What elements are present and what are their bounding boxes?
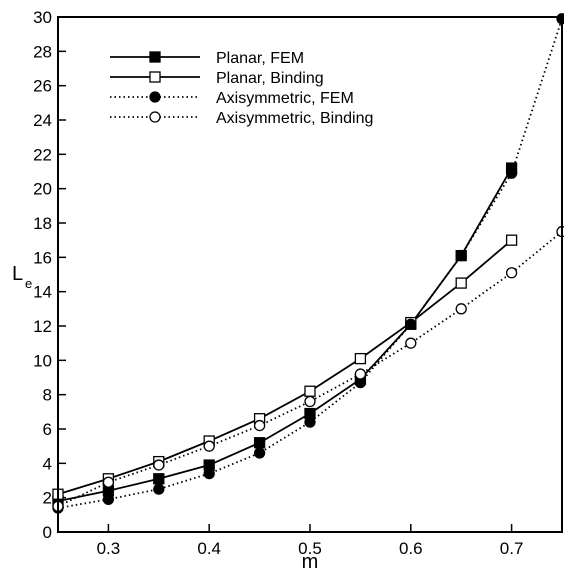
data-point <box>253 419 266 432</box>
legend-entry: Planar, FEM <box>110 50 304 67</box>
series-line <box>57 167 513 502</box>
data-point <box>505 167 518 179</box>
y-tick-label: 8 <box>43 386 52 405</box>
y-tick-label: 26 <box>33 77 52 96</box>
legend-marker <box>149 91 161 103</box>
y-tick-label: 30 <box>33 8 52 27</box>
x-tick-label: 0.6 <box>399 539 423 558</box>
legend-label: Axisymmetric, FEM <box>216 90 354 107</box>
series-line <box>57 239 513 496</box>
x-axis-title: m <box>302 551 319 573</box>
data-point <box>203 467 215 480</box>
y-tick-label: 20 <box>33 180 52 199</box>
data-point <box>153 473 165 485</box>
legend-marker <box>149 51 161 63</box>
plot-frame <box>57 16 563 533</box>
data-point <box>153 459 165 471</box>
legend: Planar, FEM Planar, Binding Axisymmetric, … <box>110 50 373 127</box>
legend-entry: Planar, Binding <box>110 70 324 87</box>
y-axis-title-subscript: e <box>25 276 32 291</box>
legend-entry: Axisymmetric, Binding <box>110 110 373 127</box>
y-tick-label: 6 <box>43 420 52 439</box>
data-point <box>455 303 467 315</box>
series-3 <box>52 13 564 514</box>
legend-marker <box>149 111 161 123</box>
y-axis-title-main: L <box>12 263 23 285</box>
data-point <box>405 337 417 349</box>
data-point <box>505 267 518 279</box>
data-point <box>102 493 115 506</box>
y-tick-label: 16 <box>33 248 52 267</box>
data-point <box>354 352 367 365</box>
data-point <box>102 476 115 488</box>
y-tick-label: 18 <box>33 214 52 233</box>
y-tick-label: 14 <box>33 283 52 302</box>
legend-entry: Axisymmetric, FEM <box>110 90 354 107</box>
data-point <box>203 440 215 452</box>
data-point <box>304 395 316 408</box>
legend-label: Axisymmetric, Binding <box>216 110 373 127</box>
series-line <box>57 18 563 509</box>
data-point <box>304 385 316 397</box>
data-point <box>304 416 316 428</box>
y-tick-label: 24 <box>33 111 52 130</box>
legend-label: Planar, Binding <box>216 70 324 87</box>
x-tick-label: 0.5 <box>298 539 322 558</box>
legend-label: Planar, FEM <box>216 50 304 67</box>
legend-marker <box>149 71 161 83</box>
y-tick-label: 12 <box>33 317 52 336</box>
y-tick-label: 4 <box>43 454 52 473</box>
data-point <box>253 437 266 449</box>
y-tick-label: 10 <box>33 351 52 370</box>
x-tick-label: 0.4 <box>197 539 221 558</box>
series-line <box>57 230 563 508</box>
ticks-layer: 0.3 0.4 0.5 0.6 0.70246810121416182022242628… <box>33 8 523 558</box>
y-tick-label: 0 <box>43 523 52 542</box>
data-point <box>505 234 518 246</box>
data-point <box>153 483 165 495</box>
y-tick-label: 2 <box>43 489 52 508</box>
series-layer <box>52 13 564 514</box>
y-axis-title: L e <box>12 263 32 291</box>
data-point <box>455 277 467 289</box>
y-tick-label: 28 <box>33 42 52 61</box>
series-4 <box>52 225 564 512</box>
series-1 <box>52 162 518 507</box>
data-point <box>405 318 417 330</box>
y-tick-label: 22 <box>33 145 52 164</box>
data-point <box>354 368 367 380</box>
data-point <box>253 447 266 459</box>
x-tick-label: 0.7 <box>500 539 524 558</box>
data-point <box>455 249 467 262</box>
x-tick-label: 0.3 <box>97 539 121 558</box>
